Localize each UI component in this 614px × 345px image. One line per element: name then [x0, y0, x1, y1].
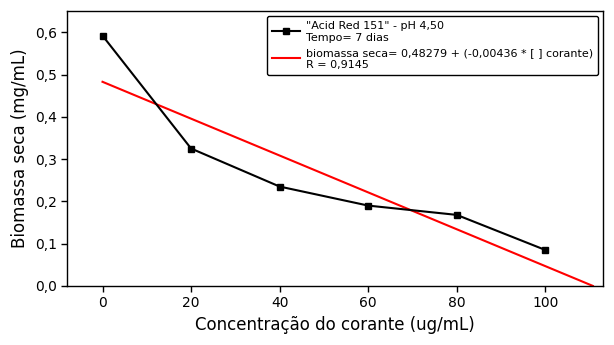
Legend: "Acid Red 151" - pH 4,50
Tempo= 7 dias, biomassa seca= 0,48279 + (-0,00436 * [ ]: "Acid Red 151" - pH 4,50 Tempo= 7 dias, …	[267, 16, 599, 76]
Y-axis label: Biomassa seca (mg/mL): Biomassa seca (mg/mL)	[11, 49, 29, 248]
X-axis label: Concentração do corante (ug/mL): Concentração do corante (ug/mL)	[195, 316, 475, 334]
